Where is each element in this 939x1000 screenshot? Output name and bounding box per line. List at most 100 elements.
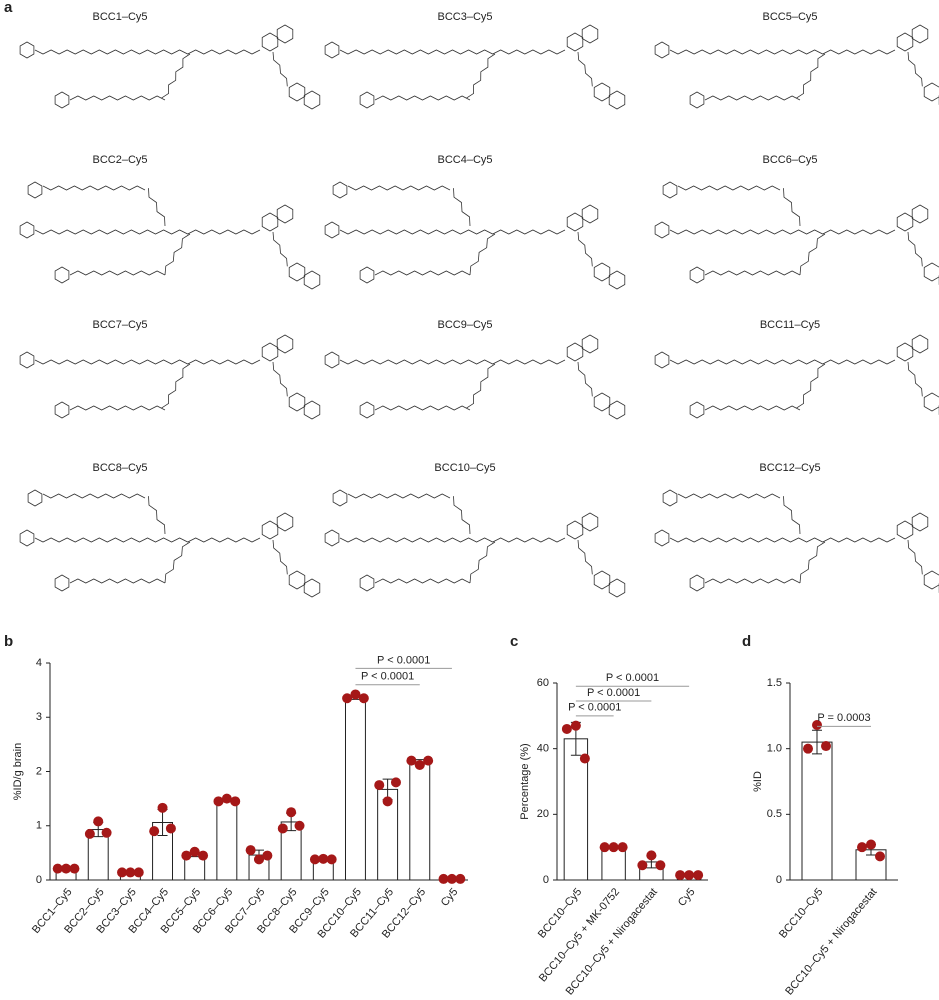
structure-bond bbox=[654, 351, 670, 369]
structure-label: BCC12–Cy5 bbox=[759, 462, 820, 474]
structure-bond bbox=[593, 82, 611, 102]
structure-bond bbox=[324, 221, 340, 239]
structure-bond bbox=[276, 334, 294, 354]
structure-bond bbox=[453, 496, 471, 535]
structure-bond bbox=[332, 181, 348, 199]
data-point bbox=[579, 753, 590, 764]
data-point bbox=[803, 743, 813, 754]
data-point bbox=[455, 873, 466, 884]
bar bbox=[409, 761, 431, 881]
data-point bbox=[318, 853, 329, 864]
structure-bond bbox=[272, 231, 288, 267]
structure-label: BCC5–Cy5 bbox=[762, 11, 817, 23]
structure-bond bbox=[54, 266, 70, 284]
structure-bond bbox=[34, 537, 261, 543]
data-point bbox=[262, 850, 273, 861]
structure-bond bbox=[324, 351, 340, 369]
structure-label: BCC3–Cy5 bbox=[437, 11, 492, 23]
data-point bbox=[84, 828, 95, 839]
data-point bbox=[684, 870, 695, 881]
structure-bond bbox=[581, 24, 599, 44]
structure-label: BCC2–Cy5 bbox=[92, 154, 147, 166]
data-point bbox=[101, 827, 112, 838]
data-point bbox=[189, 846, 200, 857]
structure-bond bbox=[261, 32, 279, 52]
structure-bond bbox=[272, 51, 288, 87]
structure-bond bbox=[593, 392, 611, 412]
y-tick-label: 2 bbox=[36, 765, 42, 777]
x-tick-label: BCC10–Cy5 + Nirogacestat bbox=[783, 886, 879, 997]
data-point bbox=[125, 867, 136, 878]
data-point bbox=[438, 873, 449, 884]
data-point bbox=[812, 720, 822, 731]
data-point bbox=[254, 854, 264, 865]
data-point bbox=[245, 845, 256, 856]
data-point bbox=[599, 842, 610, 853]
structure-bond bbox=[896, 342, 914, 362]
structure-bond bbox=[161, 363, 191, 409]
structure-bond bbox=[332, 489, 348, 507]
data-point bbox=[221, 793, 232, 804]
y-tick-label: 3 bbox=[36, 711, 42, 723]
panel-label: c bbox=[510, 633, 518, 650]
structure-bond bbox=[654, 529, 670, 547]
data-point bbox=[875, 851, 885, 862]
structure-bond bbox=[54, 574, 70, 592]
structure-bond bbox=[704, 95, 801, 101]
panel-label: b bbox=[4, 633, 13, 650]
structure-bond bbox=[608, 578, 626, 598]
data-point bbox=[390, 777, 401, 788]
structure-bond bbox=[374, 578, 471, 584]
significance-label: P < 0.0001 bbox=[587, 687, 640, 699]
structure-bond bbox=[577, 51, 593, 87]
data-point bbox=[374, 780, 385, 791]
data-point bbox=[133, 867, 144, 878]
data-point bbox=[277, 823, 288, 834]
data-point bbox=[93, 816, 104, 827]
structure-bond bbox=[907, 361, 923, 397]
structure-bond bbox=[27, 181, 43, 199]
structure-bond bbox=[466, 363, 496, 409]
data-point bbox=[857, 842, 867, 853]
data-point bbox=[326, 854, 337, 865]
structure-bond bbox=[566, 342, 584, 362]
structure-bond bbox=[799, 541, 826, 584]
structure-bond bbox=[34, 359, 261, 365]
structure-bond bbox=[347, 493, 451, 499]
data-point bbox=[608, 842, 619, 853]
structure-bond bbox=[923, 570, 939, 590]
y-tick-label: 4 bbox=[36, 657, 42, 669]
y-tick-label: 0 bbox=[543, 874, 549, 886]
bar bbox=[216, 799, 238, 881]
structure-bond bbox=[577, 231, 593, 267]
structure-bond bbox=[689, 266, 705, 284]
structure-bond bbox=[148, 188, 166, 227]
structure-bond bbox=[923, 82, 939, 102]
structure-bond bbox=[689, 574, 705, 592]
structure-bond bbox=[276, 204, 294, 224]
significance-label: P < 0.0001 bbox=[606, 672, 659, 684]
structure-bond bbox=[907, 51, 923, 87]
structure-bond bbox=[276, 24, 294, 44]
structure-bond bbox=[662, 489, 678, 507]
y-axis-label: %ID/g brain bbox=[12, 743, 24, 800]
structure-bond bbox=[654, 221, 670, 239]
structure-bond bbox=[689, 91, 705, 109]
significance-label: P < 0.0001 bbox=[568, 702, 621, 714]
x-tick-label: Cy5 bbox=[439, 886, 461, 909]
structure-bond bbox=[359, 574, 375, 592]
structure-bond bbox=[896, 520, 914, 540]
structure-bond bbox=[276, 512, 294, 532]
y-tick-label: 20 bbox=[537, 808, 549, 820]
structure-label: BCC9–Cy5 bbox=[437, 319, 492, 331]
structure-bond bbox=[359, 91, 375, 109]
structure-bond bbox=[272, 539, 288, 575]
structure-bond bbox=[654, 41, 670, 59]
structure-bond bbox=[42, 185, 146, 191]
data-point bbox=[866, 839, 876, 850]
panel-label: a bbox=[4, 0, 13, 16]
data-point bbox=[61, 863, 72, 874]
structure-bond bbox=[261, 520, 279, 540]
structure-bond bbox=[303, 270, 321, 290]
structure-bond bbox=[288, 82, 306, 102]
